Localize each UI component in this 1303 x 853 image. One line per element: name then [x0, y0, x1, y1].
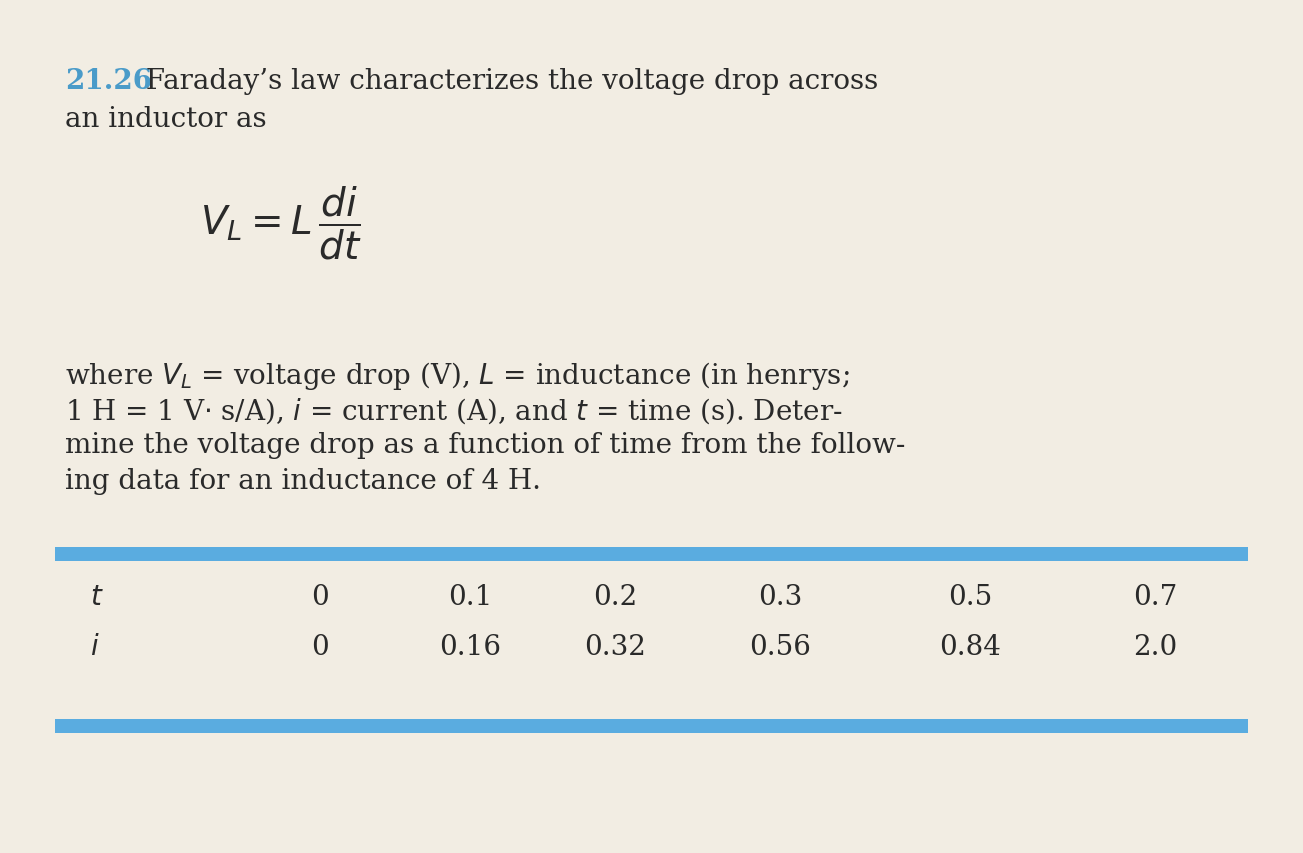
Text: ing data for an inductance of 4 H.: ing data for an inductance of 4 H. [65, 467, 541, 495]
Text: $V_L = L\,\dfrac{di}{dt}$: $V_L = L\,\dfrac{di}{dt}$ [199, 185, 362, 262]
Text: $i$: $i$ [90, 633, 99, 660]
Text: $t$: $t$ [90, 583, 104, 610]
Text: where $V_L$ = voltage drop (V), $L$ = inductance (in henrys;: where $V_L$ = voltage drop (V), $L$ = in… [65, 360, 850, 392]
Text: an inductor as: an inductor as [65, 106, 267, 133]
Text: 0.5: 0.5 [947, 583, 992, 610]
Text: mine the voltage drop as a function of time from the follow-: mine the voltage drop as a function of t… [65, 432, 906, 458]
Text: 21.26: 21.26 [65, 68, 152, 95]
Text: 0: 0 [311, 633, 328, 660]
Text: 0.2: 0.2 [593, 583, 637, 610]
Text: 0.7: 0.7 [1132, 583, 1177, 610]
Text: 2.0: 2.0 [1132, 633, 1177, 660]
Text: 0.56: 0.56 [749, 633, 810, 660]
Text: 0.3: 0.3 [758, 583, 803, 610]
Bar [55, 548, 1248, 561]
Text: Faraday’s law characterizes the voltage drop across: Faraday’s law characterizes the voltage … [137, 68, 878, 95]
Text: 1 H = 1 V$\cdot$ s/A), $i$ = current (A), and $t$ = time (s). Deter-: 1 H = 1 V$\cdot$ s/A), $i$ = current (A)… [65, 396, 843, 426]
Text: 0.84: 0.84 [939, 633, 1001, 660]
Text: 0.16: 0.16 [439, 633, 500, 660]
Text: 0.1: 0.1 [448, 583, 493, 610]
Text: 0: 0 [311, 583, 328, 610]
Text: 0.32: 0.32 [584, 633, 646, 660]
Bar [55, 719, 1248, 733]
